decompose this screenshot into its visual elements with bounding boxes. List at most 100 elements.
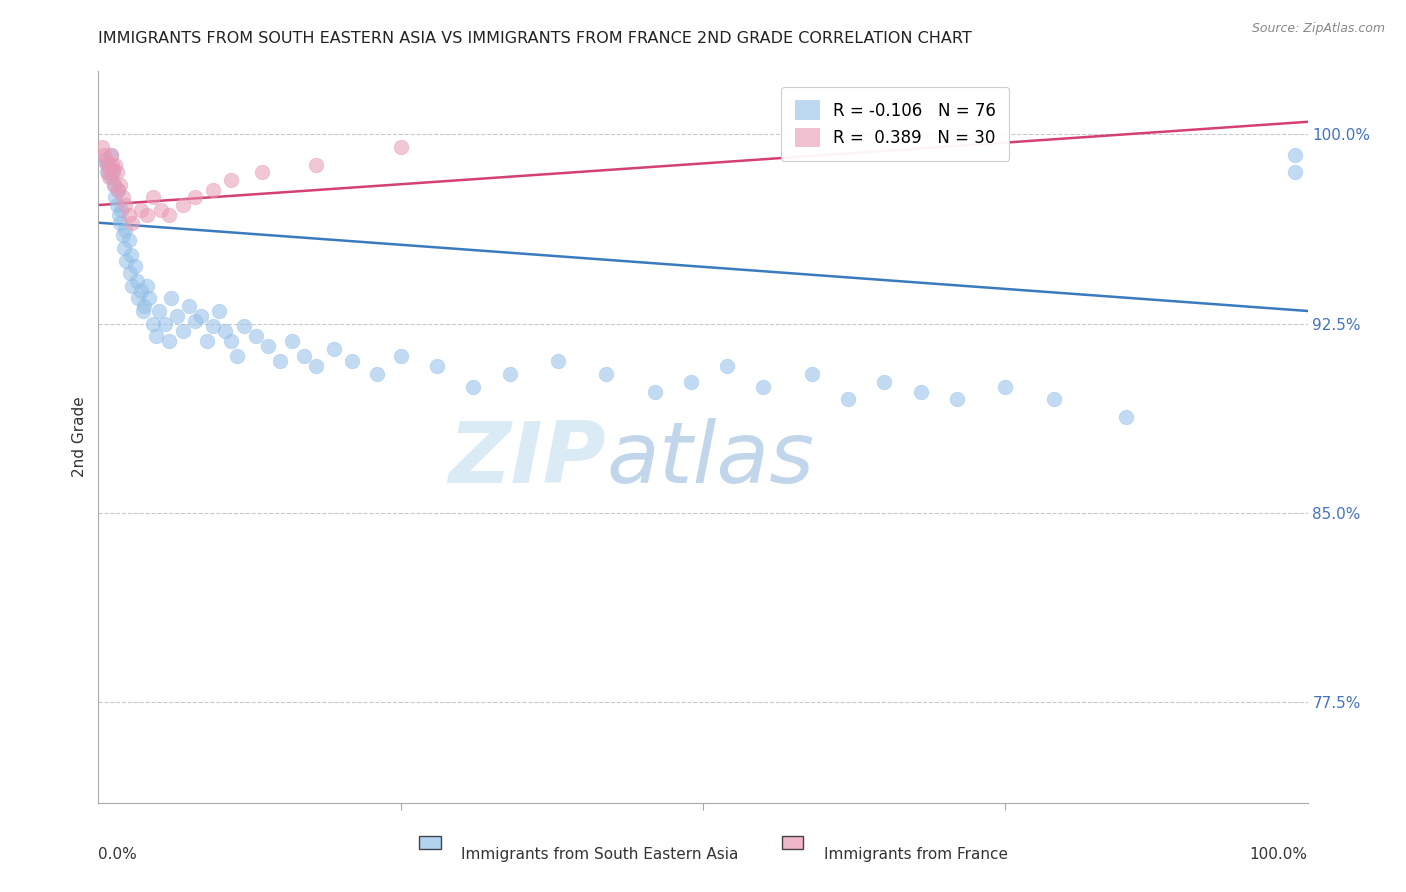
Point bbox=[108, 208, 131, 222]
Point bbox=[172, 198, 194, 212]
FancyBboxPatch shape bbox=[419, 836, 440, 849]
Point bbox=[190, 309, 212, 323]
Point bbox=[389, 350, 412, 364]
Point bbox=[104, 190, 127, 204]
Point bbox=[100, 158, 122, 172]
Point bbox=[202, 319, 225, 334]
Point bbox=[110, 203, 132, 218]
Point bbox=[800, 367, 823, 381]
Point bbox=[256, 339, 278, 353]
Point bbox=[873, 375, 896, 389]
Point bbox=[323, 342, 346, 356]
Point bbox=[1284, 147, 1306, 161]
Point bbox=[97, 165, 120, 179]
Point bbox=[127, 274, 149, 288]
Point bbox=[100, 147, 122, 161]
Point bbox=[111, 228, 134, 243]
Text: Source: ZipAtlas.com: Source: ZipAtlas.com bbox=[1251, 22, 1385, 36]
Point bbox=[184, 190, 207, 204]
Point bbox=[208, 304, 231, 318]
Point bbox=[1115, 409, 1137, 424]
Point bbox=[118, 208, 141, 222]
Point bbox=[184, 314, 207, 328]
Point bbox=[221, 334, 243, 349]
Point bbox=[157, 208, 180, 222]
Point bbox=[103, 178, 125, 192]
Point bbox=[1284, 165, 1306, 179]
Point bbox=[107, 183, 129, 197]
Point bbox=[135, 208, 157, 222]
Text: 0.0%: 0.0% bbox=[98, 847, 138, 862]
Point bbox=[96, 158, 118, 172]
Point bbox=[108, 178, 131, 192]
Point bbox=[426, 359, 449, 374]
Point bbox=[342, 354, 364, 368]
Point bbox=[134, 299, 156, 313]
Point bbox=[124, 259, 146, 273]
Point bbox=[129, 203, 152, 218]
Point bbox=[100, 170, 122, 185]
Point bbox=[93, 147, 115, 161]
Point bbox=[145, 329, 167, 343]
Point bbox=[837, 392, 859, 407]
Point bbox=[245, 329, 267, 343]
Point bbox=[112, 241, 135, 255]
FancyBboxPatch shape bbox=[782, 836, 803, 849]
Point bbox=[202, 183, 225, 197]
Point bbox=[121, 278, 143, 293]
Point bbox=[232, 319, 254, 334]
Point bbox=[101, 165, 124, 179]
Point bbox=[101, 162, 124, 177]
Point bbox=[97, 158, 120, 172]
Point bbox=[679, 375, 702, 389]
Point bbox=[114, 223, 136, 237]
Point bbox=[111, 190, 134, 204]
Point bbox=[138, 291, 160, 305]
Point bbox=[752, 379, 775, 393]
Point bbox=[96, 165, 118, 179]
Point bbox=[91, 140, 114, 154]
Point bbox=[292, 350, 315, 364]
Point bbox=[195, 334, 218, 349]
Point bbox=[994, 379, 1017, 393]
Point bbox=[105, 165, 128, 179]
Point bbox=[547, 354, 569, 368]
Point bbox=[132, 304, 155, 318]
Point bbox=[463, 379, 485, 393]
Point bbox=[108, 216, 131, 230]
Point bbox=[595, 367, 617, 381]
Point bbox=[104, 158, 127, 172]
Point bbox=[94, 153, 117, 167]
Point bbox=[150, 203, 173, 218]
Point bbox=[135, 278, 157, 293]
Point bbox=[114, 198, 136, 212]
Text: IMMIGRANTS FROM SOUTH EASTERN ASIA VS IMMIGRANTS FROM FRANCE 2ND GRADE CORRELATI: IMMIGRANTS FROM SOUTH EASTERN ASIA VS IM… bbox=[98, 31, 972, 46]
Y-axis label: 2nd Grade: 2nd Grade bbox=[72, 397, 87, 477]
Point bbox=[118, 266, 141, 280]
Text: 100.0%: 100.0% bbox=[1250, 847, 1308, 862]
Point bbox=[389, 140, 412, 154]
Text: Immigrants from South Eastern Asia: Immigrants from South Eastern Asia bbox=[461, 847, 738, 862]
Point bbox=[157, 334, 180, 349]
Point bbox=[214, 324, 236, 338]
Point bbox=[305, 158, 328, 172]
Point bbox=[910, 384, 932, 399]
Point bbox=[221, 173, 243, 187]
Text: atlas: atlas bbox=[606, 417, 814, 500]
Point bbox=[142, 317, 165, 331]
Point bbox=[281, 334, 304, 349]
Text: Immigrants from France: Immigrants from France bbox=[824, 847, 1008, 862]
Point bbox=[115, 253, 138, 268]
Point bbox=[644, 384, 666, 399]
Point bbox=[103, 178, 125, 192]
Point bbox=[107, 183, 129, 197]
Point bbox=[120, 248, 142, 262]
Point bbox=[226, 350, 249, 364]
Point bbox=[148, 304, 170, 318]
Text: ZIP: ZIP bbox=[449, 417, 606, 500]
Point bbox=[305, 359, 328, 374]
Point bbox=[179, 299, 201, 313]
Point bbox=[172, 324, 194, 338]
Point bbox=[100, 147, 122, 161]
Point bbox=[127, 291, 149, 305]
